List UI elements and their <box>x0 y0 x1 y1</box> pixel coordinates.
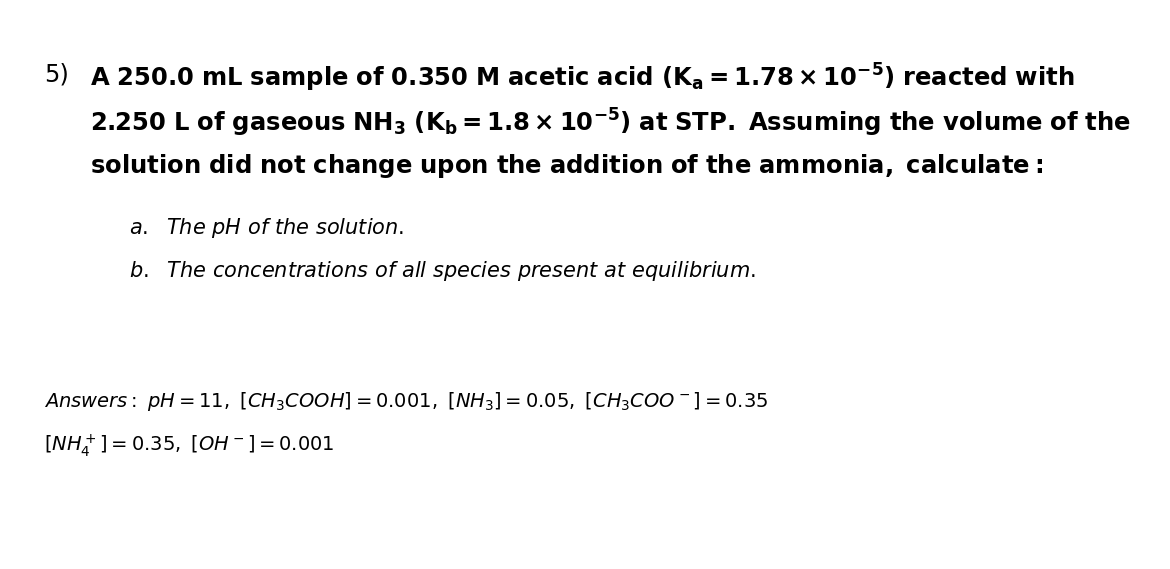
Text: $\bf{2.250\ L\ of\ gaseous\ NH_3\ (K_b = 1.8 \times 10^{-5})\ at\ STP.\ Assuming: $\bf{2.250\ L\ of\ gaseous\ NH_3\ (K_b =… <box>90 107 1131 139</box>
Text: $\it{a.\ \ The\ pH\ of\ the\ solution.}$: $\it{a.\ \ The\ pH\ of\ the\ solution.}$ <box>129 216 404 240</box>
Text: $[NH_4^+] = 0.35,\ [OH^-] = 0.001$: $[NH_4^+] = 0.35,\ [OH^-] = 0.001$ <box>44 432 335 459</box>
Text: $Answers:\ pH = 11,\ [CH_3COOH] = 0.001,\ [NH_3] = 0.05,\ [CH_3COO^-] = 0.35$: $Answers:\ pH = 11,\ [CH_3COOH] = 0.001,… <box>44 390 769 413</box>
Text: $\bf{solution\ did\ not\ change\ upon\ the\ addition\ of\ the\ ammonia,\ calcula: $\bf{solution\ did\ not\ change\ upon\ t… <box>90 152 1044 180</box>
Text: $\it{b.\ \ The\ concentrations\ of\ all\ species\ present\ at\ equilibrium.}$: $\it{b.\ \ The\ concentrations\ of\ all\… <box>129 259 756 283</box>
Text: $\bf{A\ 250.0\ mL\ sample\ of\ 0.350\ M\ acetic\ acid\ (K_a = 1.78 \times 10^{-5: $\bf{A\ 250.0\ mL\ sample\ of\ 0.350\ M\… <box>90 62 1075 94</box>
Text: 5): 5) <box>44 62 69 86</box>
